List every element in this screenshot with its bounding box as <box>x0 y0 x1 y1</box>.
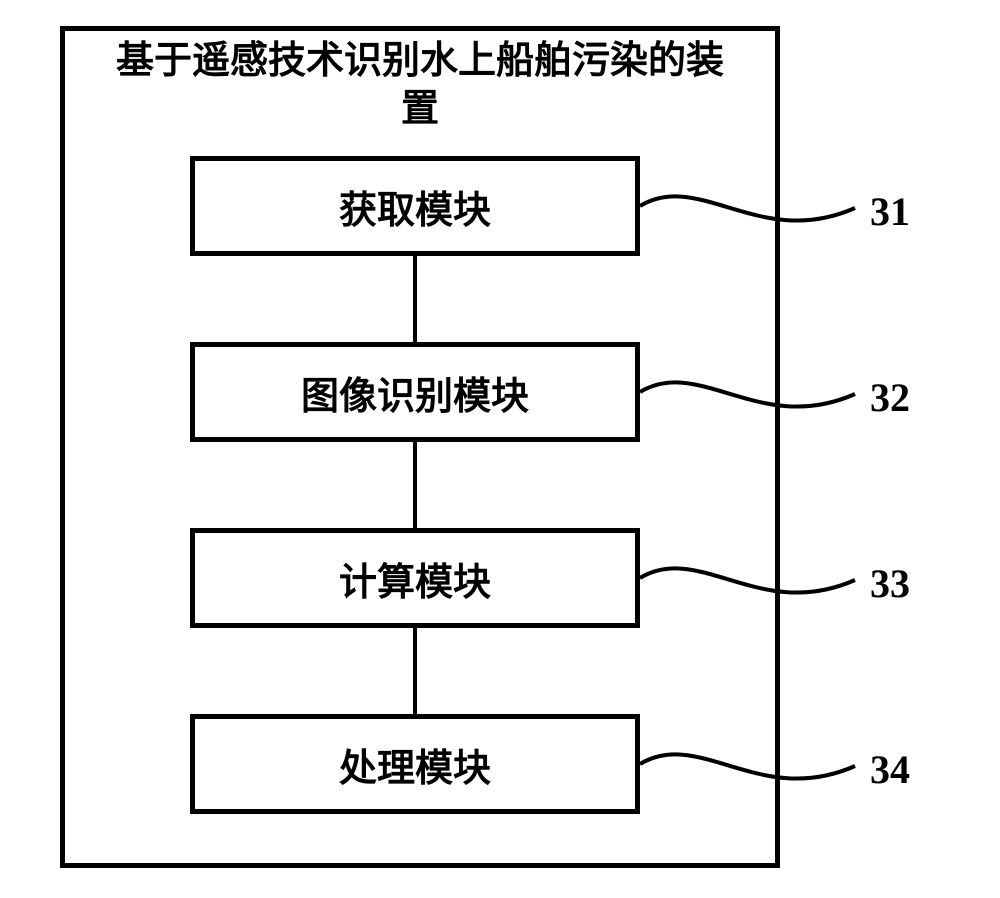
ref-label-33: 33 <box>870 560 910 607</box>
ref-label-32: 32 <box>870 374 910 421</box>
ref-label-31: 31 <box>870 188 910 235</box>
lead-line-34 <box>0 0 1000 898</box>
ref-label-34: 34 <box>870 746 910 793</box>
